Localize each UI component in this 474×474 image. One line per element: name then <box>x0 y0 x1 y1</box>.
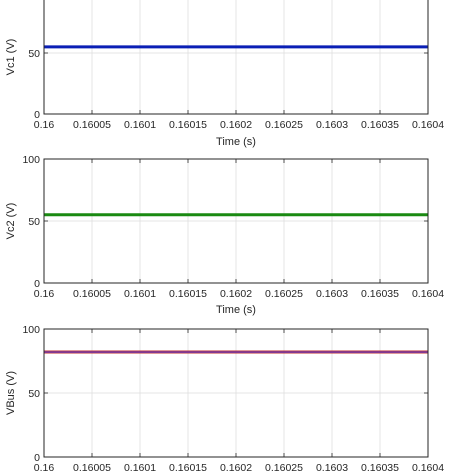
x-tick-label: 0.16015 <box>169 288 207 300</box>
x-tick-label: 0.16 <box>34 119 55 131</box>
x-tick-label: 0.16025 <box>265 462 303 474</box>
y-tick-label: 0 <box>34 109 40 121</box>
x-tick-label: 0.1604 <box>412 288 444 300</box>
y-axis-title: Vc1 (V) <box>5 39 17 76</box>
x-tick-label: 0.16005 <box>73 119 111 131</box>
y-tick-label: 0 <box>34 452 40 464</box>
subplot-3: 0.16 0.16005 0.1601 0.16015 0.1602 0.16025 0.1… <box>5 324 444 474</box>
x-tick-label: 0.16 <box>34 462 55 474</box>
x-tick-label: 0.16025 <box>265 288 303 300</box>
x-tick-label: 0.1603 <box>316 462 348 474</box>
subplot-2: 0.16 0.16005 0.1601 0.16015 0.1602 0.16025 0.1… <box>5 154 444 316</box>
subplot-1: 0.16 0.16005 0.1601 0.16015 0.1602 0.16025 0.1… <box>5 0 444 148</box>
x-tick-label: 0.1603 <box>316 119 348 131</box>
x-tick-label: 0.1602 <box>220 119 252 131</box>
x-tick-label: 0.1604 <box>412 119 444 131</box>
x-tick-label: 0.16035 <box>361 119 399 131</box>
x-tick-label: 0.1604 <box>412 462 444 474</box>
x-tick-label: 0.16 <box>34 288 55 300</box>
y-tick-label: 50 <box>28 48 40 60</box>
x-tick-label: 0.16005 <box>73 462 111 474</box>
x-axis-title: Time (s) <box>216 136 256 148</box>
y-tick-label: 100 <box>22 154 40 166</box>
x-tick-label: 0.1601 <box>124 119 156 131</box>
x-tick-label: 0.16015 <box>169 119 207 131</box>
x-tick-label: 0.16025 <box>265 119 303 131</box>
y-tick-label: 100 <box>22 324 40 336</box>
y-axis-title: VBus (V) <box>5 371 17 415</box>
x-axis-title: Time (s) <box>216 304 256 316</box>
x-tick-label: 0.16035 <box>361 462 399 474</box>
x-tick-label: 0.1601 <box>124 288 156 300</box>
x-tick-label: 0.1602 <box>220 288 252 300</box>
x-tick-label: 0.16035 <box>361 288 399 300</box>
x-tick-label: 0.16005 <box>73 288 111 300</box>
y-tick-label: 50 <box>28 216 40 228</box>
y-tick-label: 50 <box>28 388 40 400</box>
x-tick-label: 0.1602 <box>220 462 252 474</box>
y-axis-title: Vc2 (V) <box>5 203 17 240</box>
x-tick-label: 0.1601 <box>124 462 156 474</box>
x-tick-label: 0.1603 <box>316 288 348 300</box>
y-tick-label: 0 <box>34 278 40 290</box>
x-tick-label: 0.16015 <box>169 462 207 474</box>
